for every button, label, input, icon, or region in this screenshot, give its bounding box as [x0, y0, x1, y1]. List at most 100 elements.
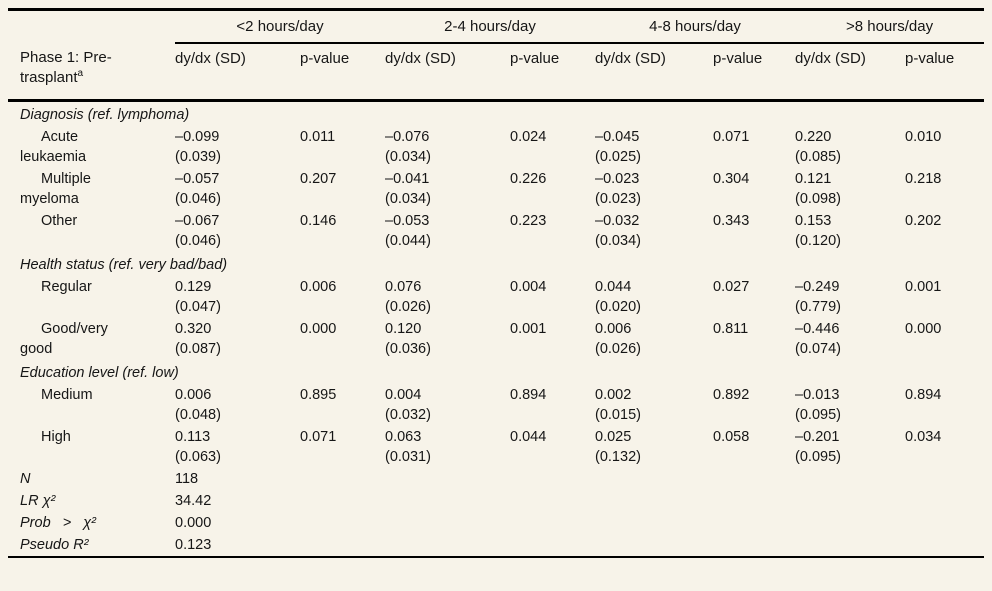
dydx-cell: –0.076 (0.034)	[385, 126, 510, 168]
table-row-section: Education level (ref. low)	[8, 360, 984, 384]
phase-row-header: Phase 1: Pre- trasplanta	[8, 43, 175, 102]
dydx-estimate: 0.121	[795, 171, 832, 187]
dydx-estimate: 0.044	[595, 279, 632, 295]
dydx-sd: (0.026)	[595, 341, 641, 357]
dydx-cell: 0.121 (0.098)	[795, 168, 905, 210]
dydx-sd: (0.048)	[175, 407, 221, 423]
p-value-cell: 0.001	[510, 321, 547, 337]
dydx-cell: –0.053 (0.044)	[385, 210, 510, 252]
dydx-cell: 0.006 (0.026)	[595, 318, 713, 360]
p-value-cell: 0.811	[713, 321, 749, 337]
dydx-estimate: –0.053	[385, 213, 430, 229]
dydx-sd: (0.020)	[595, 299, 641, 315]
p-value-cell: 0.011	[300, 129, 336, 145]
dydx-estimate: –0.057	[175, 171, 220, 187]
dydx-cell: 0.320 (0.087)	[175, 318, 300, 360]
dydx-cell: –0.067 (0.046)	[175, 210, 300, 252]
p-value-cell: 0.146	[300, 213, 337, 229]
table-row-stat: N 118	[8, 468, 984, 490]
p-value-cell: 0.001	[905, 279, 942, 295]
dydx-estimate: 0.120	[385, 321, 422, 337]
table-row-stat: Pseudo R² 0.123	[8, 534, 984, 557]
corner-cell	[8, 10, 175, 44]
subheader-dydx-4: dy/dx (SD)	[795, 43, 906, 102]
p-value-cell: 0.027	[713, 279, 750, 295]
dydx-estimate: 0.113	[175, 429, 211, 445]
col-group-2-4-hours: 2-4 hours/day	[385, 9, 596, 44]
phase-row-header-label: Phase 1: Pre- trasplant	[20, 49, 112, 86]
dydx-cell: –0.041 (0.034)	[385, 168, 510, 210]
p-value-cell: 0.223	[510, 213, 547, 229]
p-value-cell: 0.218	[905, 171, 942, 187]
p-value-cell: 0.004	[510, 279, 547, 295]
table-row-data: Good/very good 0.320 (0.087) 0.000 0.120 (0.0…	[8, 318, 984, 360]
dydx-sd: (0.044)	[385, 233, 431, 249]
stat-value: 34.42	[175, 493, 212, 509]
table-row-data: Multiple myeloma –0.057 (0.046) 0.207 –0.041…	[8, 168, 984, 210]
p-value-cell: 0.304	[713, 171, 750, 187]
p-value-cell: 0.895	[300, 387, 337, 403]
dydx-estimate: 0.063	[385, 429, 422, 445]
empty-cell	[300, 490, 984, 512]
subheader-dydx-1: dy/dx (SD)	[175, 43, 300, 102]
dydx-estimate: –0.201	[795, 429, 840, 445]
dydx-cell: –0.099 (0.039)	[175, 126, 300, 168]
row-label: Acute leukaemia	[20, 129, 87, 165]
stat-label: LR χ²	[20, 493, 56, 509]
table-row-data: Other –0.067 (0.046) 0.146 –0.053 (0.044) 0.22…	[8, 210, 984, 252]
p-value-cell: 0.000	[300, 321, 337, 337]
dydx-cell: 0.129 (0.047)	[175, 276, 300, 318]
dydx-cell: 0.113 (0.063)	[175, 426, 300, 468]
p-value-cell: 0.006	[300, 279, 337, 295]
dydx-sd: (0.036)	[385, 341, 431, 357]
dydx-cell: –0.057 (0.046)	[175, 168, 300, 210]
dydx-sd: (0.039)	[175, 149, 221, 165]
dydx-estimate: 0.025	[595, 429, 632, 445]
dydx-sd: (0.034)	[385, 191, 431, 207]
table-row-data: High 0.113 (0.063) 0.071 0.063 (0.031) 0.044 0.…	[8, 426, 984, 468]
subheader-pvalue-1: p-value	[300, 43, 385, 102]
p-value-cell: 0.071	[713, 129, 750, 145]
dydx-sd: (0.023)	[595, 191, 641, 207]
dydx-estimate: –0.041	[385, 171, 430, 187]
dydx-sd: (0.085)	[795, 149, 841, 165]
p-value-cell: 0.071	[300, 429, 337, 445]
subheader-pvalue-2: p-value	[510, 43, 596, 102]
dydx-cell: –0.201 (0.095)	[795, 426, 905, 468]
dydx-sd: (0.026)	[385, 299, 431, 315]
dydx-estimate: 0.076	[385, 279, 422, 295]
empty-cell	[300, 534, 984, 557]
dydx-cell: 0.044 (0.020)	[595, 276, 713, 318]
dydx-cell: –0.249 (0.779)	[795, 276, 905, 318]
stat-label: Prob > χ²	[20, 515, 97, 531]
p-value-cell: 0.010	[905, 129, 942, 145]
row-label: Good/very good	[20, 321, 108, 357]
dydx-estimate: 0.002	[595, 387, 632, 403]
dydx-cell: –0.045 (0.025)	[595, 126, 713, 168]
dydx-estimate: –0.045	[595, 129, 640, 145]
table-row-data: Regular 0.129 (0.047) 0.006 0.076 (0.026) 0.00…	[8, 276, 984, 318]
dydx-estimate: –0.099	[175, 129, 220, 145]
dydx-cell: 0.025 (0.132)	[595, 426, 713, 468]
dydx-sd: (0.046)	[175, 233, 221, 249]
dydx-cell: 0.002 (0.015)	[595, 384, 713, 426]
results-table: <2 hours/day 2-4 hours/day 4-8 hours/day…	[8, 8, 985, 558]
dydx-sd: (0.015)	[595, 407, 641, 423]
dydx-cell: 0.220 (0.085)	[795, 126, 905, 168]
dydx-estimate: –0.032	[595, 213, 640, 229]
row-label: Multiple myeloma	[20, 171, 91, 207]
dydx-sd: (0.098)	[795, 191, 841, 207]
dydx-estimate: –0.067	[175, 213, 220, 229]
p-value-cell: 0.044	[510, 429, 547, 445]
p-value-cell: 0.892	[713, 387, 750, 403]
dydx-cell: –0.032 (0.034)	[595, 210, 713, 252]
empty-cell	[300, 512, 984, 534]
dydx-cell: –0.013 (0.095)	[795, 384, 905, 426]
subheader-dydx-2: dy/dx (SD)	[385, 43, 510, 102]
table-row-section: Health status (ref. very bad/bad)	[8, 252, 984, 276]
dydx-estimate: 0.006	[175, 387, 212, 403]
dydx-estimate: –0.013	[795, 387, 840, 403]
dydx-cell: 0.153 (0.120)	[795, 210, 905, 252]
table-row-data: Acute leukaemia –0.099 (0.039) 0.011 –0.076 (…	[8, 126, 984, 168]
